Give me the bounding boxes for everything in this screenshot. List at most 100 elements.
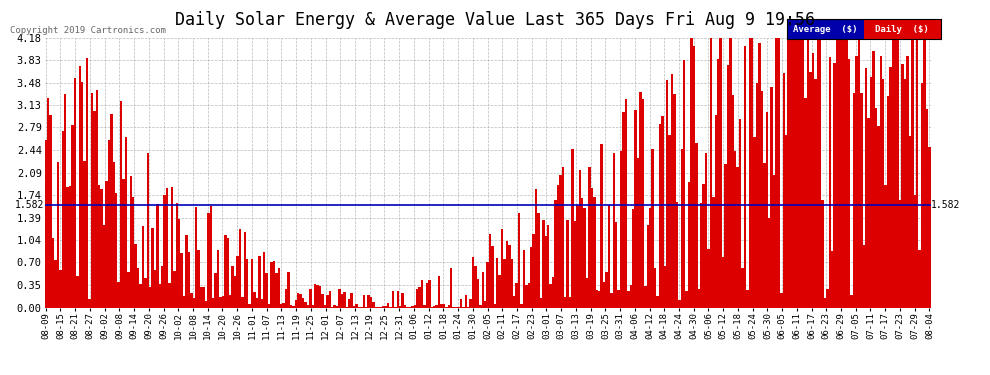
Bar bbox=[389, 307, 392, 308]
Bar bbox=[232, 266, 234, 308]
Bar bbox=[870, 77, 872, 308]
Bar bbox=[88, 298, 91, 307]
Bar bbox=[54, 260, 56, 308]
Bar bbox=[685, 291, 688, 308]
Text: Daily Solar Energy & Average Value Last 365 Days Fri Aug 9 19:56: Daily Solar Energy & Average Value Last … bbox=[175, 11, 815, 29]
Text: Daily  ($): Daily ($) bbox=[875, 25, 929, 34]
Bar bbox=[370, 297, 372, 307]
Bar bbox=[651, 148, 653, 308]
Bar bbox=[581, 198, 583, 308]
Bar bbox=[489, 234, 491, 308]
Bar bbox=[503, 259, 506, 308]
Bar bbox=[297, 293, 299, 308]
Bar bbox=[348, 299, 350, 307]
Bar bbox=[404, 306, 406, 308]
Bar bbox=[739, 118, 742, 308]
Bar bbox=[105, 182, 108, 308]
Bar bbox=[678, 300, 680, 307]
Bar bbox=[904, 79, 906, 308]
Bar bbox=[742, 268, 743, 308]
Bar bbox=[807, 38, 809, 308]
Bar bbox=[220, 297, 222, 307]
Bar bbox=[554, 200, 556, 308]
Bar bbox=[258, 256, 260, 308]
Bar bbox=[887, 96, 889, 308]
Bar bbox=[387, 303, 389, 307]
Bar bbox=[644, 286, 646, 308]
Bar bbox=[472, 257, 474, 307]
Bar bbox=[399, 306, 401, 308]
Bar bbox=[127, 272, 130, 308]
Bar bbox=[649, 208, 651, 308]
Bar bbox=[382, 306, 384, 308]
Bar bbox=[61, 131, 64, 308]
Bar bbox=[234, 276, 237, 308]
Bar bbox=[302, 298, 304, 307]
Bar bbox=[304, 302, 307, 307]
Bar bbox=[547, 225, 549, 308]
Bar bbox=[436, 304, 438, 307]
Bar bbox=[506, 241, 508, 308]
Text: Copyright 2019 Cartronics.com: Copyright 2019 Cartronics.com bbox=[10, 26, 165, 35]
Bar bbox=[457, 307, 459, 308]
Bar bbox=[210, 206, 212, 308]
Bar bbox=[242, 297, 244, 307]
Bar bbox=[98, 185, 100, 308]
Bar bbox=[324, 305, 326, 308]
Bar bbox=[50, 115, 51, 308]
Bar bbox=[140, 284, 142, 308]
Bar bbox=[710, 38, 712, 308]
Bar bbox=[758, 43, 760, 308]
Bar bbox=[247, 259, 248, 308]
Bar bbox=[496, 258, 499, 307]
Bar bbox=[916, 38, 919, 308]
Bar bbox=[295, 300, 297, 307]
Bar bbox=[712, 196, 715, 308]
Bar bbox=[113, 162, 115, 308]
Bar bbox=[875, 108, 877, 307]
Bar bbox=[698, 289, 700, 308]
Bar bbox=[576, 205, 578, 308]
Bar bbox=[705, 153, 707, 308]
Bar bbox=[603, 282, 605, 308]
Bar bbox=[479, 305, 481, 308]
Bar bbox=[911, 38, 914, 308]
Bar bbox=[95, 90, 98, 308]
Bar bbox=[454, 307, 457, 308]
Bar bbox=[416, 290, 419, 308]
Bar bbox=[314, 284, 317, 308]
Bar bbox=[253, 292, 255, 308]
Bar bbox=[344, 292, 346, 308]
Bar bbox=[446, 307, 447, 308]
Bar bbox=[260, 298, 263, 307]
Bar bbox=[244, 232, 247, 308]
Bar bbox=[561, 166, 564, 308]
Bar bbox=[566, 220, 569, 308]
Bar bbox=[255, 297, 258, 307]
Bar bbox=[180, 253, 183, 308]
Bar bbox=[914, 195, 916, 308]
Bar bbox=[829, 57, 831, 308]
Bar bbox=[100, 189, 103, 308]
Bar bbox=[66, 187, 69, 308]
Bar bbox=[668, 135, 671, 308]
Bar bbox=[843, 38, 845, 308]
Bar bbox=[853, 93, 855, 308]
Bar bbox=[147, 153, 148, 308]
Bar bbox=[426, 283, 428, 308]
Bar bbox=[528, 283, 530, 308]
Bar bbox=[441, 304, 443, 307]
Bar bbox=[421, 280, 424, 308]
Bar bbox=[530, 247, 533, 308]
Bar bbox=[802, 38, 804, 308]
Bar bbox=[608, 205, 610, 308]
Bar bbox=[722, 257, 725, 307]
Bar bbox=[168, 284, 171, 308]
Bar bbox=[469, 299, 472, 307]
Bar bbox=[610, 293, 613, 308]
Bar bbox=[671, 74, 673, 308]
Bar bbox=[69, 186, 71, 308]
Bar bbox=[81, 82, 83, 308]
Bar bbox=[484, 301, 486, 307]
Bar bbox=[175, 202, 178, 308]
